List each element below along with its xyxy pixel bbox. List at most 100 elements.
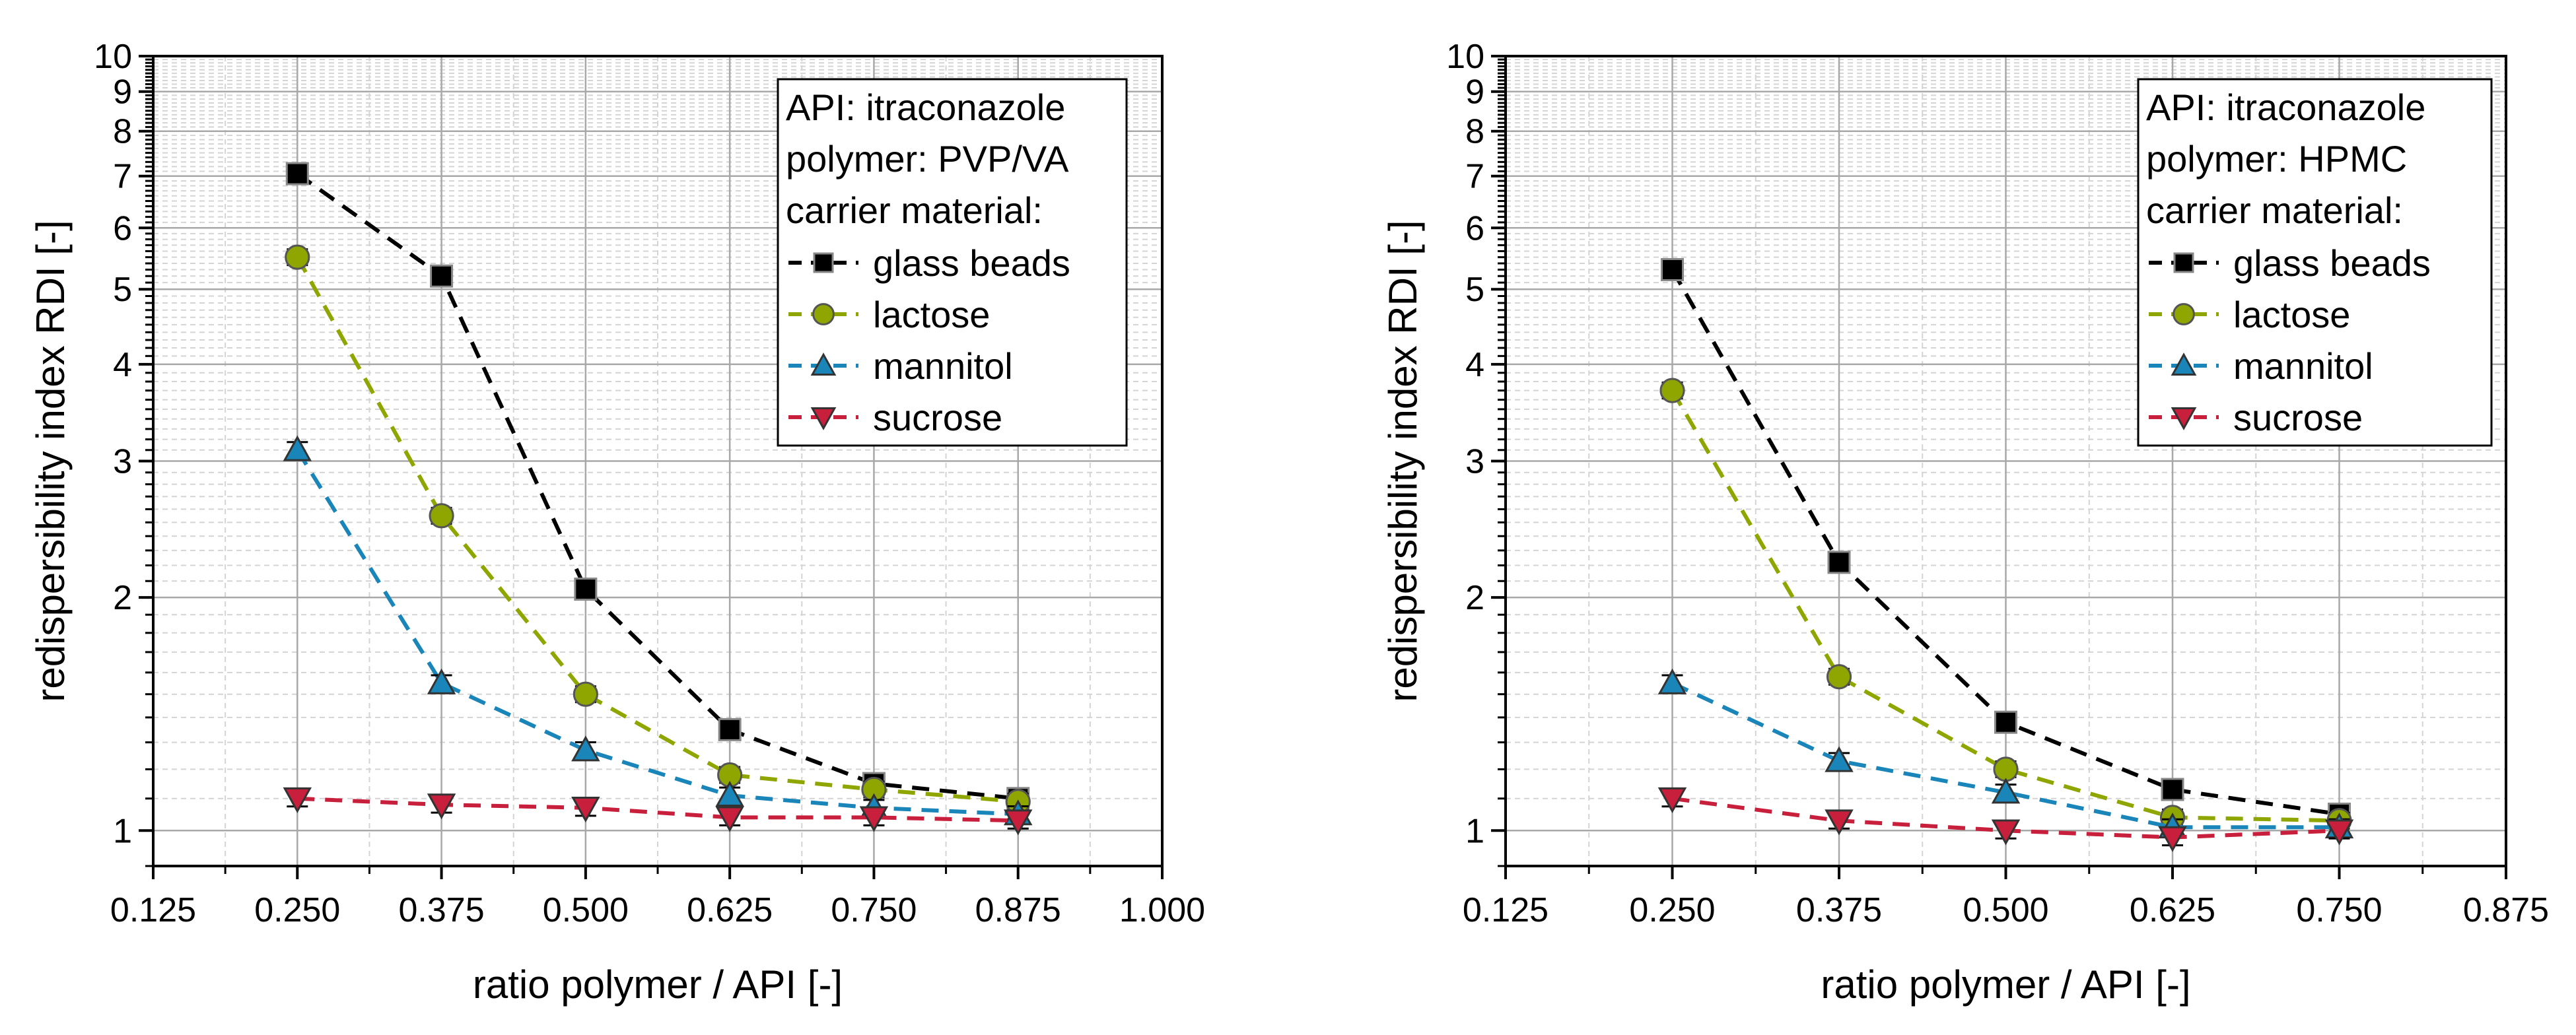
- data-point: [1991, 778, 2021, 804]
- data-point: [1993, 756, 2019, 782]
- legend-swatch-marker: [2171, 352, 2197, 376]
- legend-entry-label: glass beads: [873, 242, 1070, 284]
- data-point: [1003, 809, 1033, 836]
- data-point: [571, 735, 600, 762]
- y-tick-label: 9: [113, 73, 132, 112]
- data-point: [1827, 551, 1851, 574]
- legend: API: itraconazole polymer: PVP/VA carrier …: [777, 78, 1128, 447]
- y-tick-label: 7: [113, 158, 132, 196]
- y-axis-title: redispersibility index RDI [-]: [1381, 220, 1425, 702]
- legend-swatch-marker: [2173, 303, 2195, 325]
- data-point: [1825, 746, 1854, 772]
- data-point: [1991, 819, 2021, 846]
- x-tick-label: 0.375: [1796, 891, 1882, 929]
- series-line: [295, 449, 1018, 817]
- legend-swatch-marker: [813, 252, 834, 273]
- ticks: 0.125 0.250 0.375 0.500 0.625 0.750 0.875 1.000…: [94, 38, 1205, 929]
- data-point: [283, 787, 312, 814]
- legend-header-line: carrier material:: [786, 189, 1043, 231]
- legend-entry-label: lactose: [2233, 294, 2350, 335]
- x-tick-label: 0.250: [1629, 891, 1715, 929]
- data-point: [1825, 809, 1854, 836]
- legend-entry-label: sucrose: [2233, 397, 2363, 438]
- data-point: [574, 578, 598, 601]
- legend-swatch-marker: [810, 352, 837, 376]
- series-line: [297, 796, 1018, 823]
- y-tick-label: 7: [1465, 158, 1484, 196]
- legend-entry-label: mannitol: [2233, 345, 2373, 387]
- legend-entry-label: sucrose: [873, 397, 1002, 438]
- x-tick-label: 0.125: [110, 891, 196, 929]
- x-tick-label: 0.375: [399, 891, 485, 929]
- data-point: [859, 806, 889, 832]
- data-point: [718, 718, 742, 741]
- data-point: [1661, 258, 1684, 282]
- x-tick-label: 0.875: [975, 891, 1061, 929]
- y-tick-label: 5: [1465, 271, 1484, 309]
- legend-swatch-marker: [810, 407, 837, 430]
- data-point: [427, 793, 456, 820]
- series-sucrose: [283, 787, 1033, 836]
- data-point: [573, 681, 598, 707]
- x-tick-label: 0.125: [1463, 891, 1549, 929]
- y-tick-label: 1: [1465, 812, 1484, 850]
- x-axis-title: ratio polymer / API [-]: [473, 962, 843, 1007]
- x-tick-label: 0.750: [2296, 891, 2382, 929]
- y-tick-label: 8: [113, 113, 132, 151]
- ticks: 0.125 0.250 0.375 0.500 0.625 0.750 0.875 1 2 3 4 5…: [1446, 38, 2549, 929]
- legend-header-line: carrier material:: [2146, 189, 2403, 231]
- x-tick-label: 0.625: [2130, 891, 2215, 929]
- y-tick-label: 5: [113, 271, 132, 309]
- data-point: [429, 503, 454, 529]
- data-point: [1994, 710, 2017, 734]
- y-tick-label: 1: [113, 812, 132, 850]
- x-axis-title: ratio polymer / API [-]: [1821, 962, 2190, 1007]
- x-tick-label: 0.875: [2463, 891, 2549, 929]
- legend-entry-label: lactose: [873, 294, 990, 335]
- data-point: [430, 264, 454, 288]
- data-point: [427, 668, 456, 694]
- y-tick-label: 3: [113, 443, 132, 481]
- legend-swatch-marker: [812, 303, 835, 325]
- series-line: [1670, 389, 2340, 823]
- x-tick-label: 0.625: [687, 891, 773, 929]
- y-tick-label: 2: [113, 579, 132, 617]
- legend-header-line: polymer: HPMC: [2146, 138, 2407, 180]
- legend-entry-label: glass beads: [2233, 242, 2431, 284]
- legend-entry-label: mannitol: [873, 345, 1013, 387]
- x-tick-label: 0.750: [831, 891, 917, 929]
- data-point: [1826, 664, 1852, 690]
- y-tick-label: 3: [1465, 443, 1484, 481]
- data-point: [1657, 787, 1687, 814]
- series-line: [296, 172, 1019, 801]
- legend-header-line: API: itraconazole: [2146, 86, 2425, 128]
- chart-right-hpmc: 0.125 0.250 0.375 0.500 0.625 0.750 0.875 1 2 3 4 5…: [1381, 38, 2549, 1007]
- y-tick-label: 9: [1465, 73, 1484, 112]
- data-point: [2158, 826, 2187, 852]
- y-axis-title: redispersibility index RDI [-]: [28, 220, 73, 702]
- legend: API: itraconazole polymer: HPMC carrier ma…: [2137, 78, 2493, 447]
- y-tick-label: 10: [1446, 38, 1484, 76]
- chart-left-pvpva: 0.125 0.250 0.375 0.500 0.625 0.750 0.875 1.000…: [28, 38, 1205, 1007]
- y-tick-label: 4: [113, 346, 132, 384]
- series-line: [1671, 681, 2340, 830]
- y-tick-label: 10: [94, 38, 132, 76]
- x-tick-label: 0.250: [254, 891, 340, 929]
- data-point: [1659, 378, 1685, 403]
- data-point: [715, 806, 744, 832]
- y-tick-label: 8: [1465, 113, 1484, 151]
- legend-swatch-marker: [2173, 252, 2194, 273]
- legend-header-line: polymer: PVP/VA: [786, 138, 1069, 180]
- data-point: [285, 162, 309, 185]
- x-tick-label: 0.500: [1963, 891, 2048, 929]
- y-tick-label: 4: [1465, 346, 1484, 384]
- legend-swatch-marker: [2171, 407, 2197, 430]
- x-tick-label: 0.500: [543, 891, 629, 929]
- series-line: [295, 256, 1018, 804]
- y-tick-label: 2: [1465, 579, 1484, 617]
- legend-header-line: API: itraconazole: [786, 86, 1065, 128]
- y-tick-label: 6: [1465, 209, 1484, 248]
- data-point: [2161, 778, 2184, 801]
- data-point: [715, 780, 744, 807]
